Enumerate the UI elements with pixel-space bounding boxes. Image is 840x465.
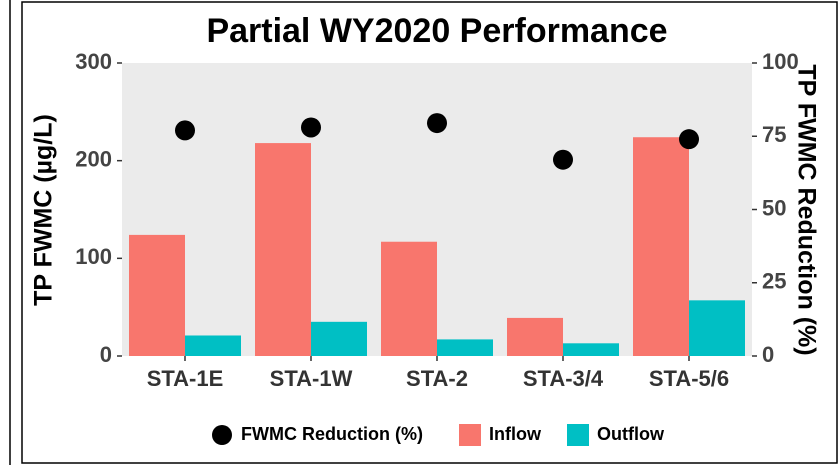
bar — [185, 335, 241, 356]
bar — [563, 343, 619, 356]
bar — [311, 321, 367, 356]
bar — [633, 137, 689, 356]
x-tick-label: STA-1E — [147, 366, 224, 391]
bar — [689, 300, 745, 356]
chart-title: Partial WY2020 Performance — [206, 12, 667, 50]
x-tick-label: STA-3/4 — [523, 366, 604, 391]
y-tick-label: 100 — [75, 244, 112, 269]
y-tick-label: 200 — [75, 146, 112, 171]
frame — [21, 1, 838, 464]
y-tick-label: 300 — [75, 49, 112, 74]
legend-label: Outflow — [597, 424, 665, 444]
legend-swatch — [567, 424, 589, 446]
y2-axis-label: TP FWMC Reduction (%) — [792, 64, 820, 355]
y2-tick-label: 100 — [762, 49, 799, 74]
y2-tick-label: 0 — [762, 342, 774, 367]
legend-label: Inflow — [489, 424, 542, 444]
y-axis-label: TP FWMC (µg/L) — [30, 114, 58, 306]
legend-marker — [212, 425, 232, 445]
point — [679, 129, 699, 150]
y2-tick-label: 50 — [762, 195, 786, 220]
legend-swatch — [459, 424, 481, 446]
legend-label: FWMC Reduction (%) — [241, 424, 423, 444]
x-tick-label: STA-1W — [270, 366, 353, 391]
point — [427, 113, 447, 134]
x-tick-label: STA-5/6 — [649, 366, 729, 391]
point — [301, 117, 321, 138]
bar — [255, 143, 311, 356]
bar — [129, 234, 185, 356]
y-tick-label: 0 — [100, 342, 112, 367]
y2-tick-label: 25 — [762, 269, 786, 294]
point — [553, 149, 573, 170]
bar — [437, 339, 493, 356]
x-tick-label: STA-2 — [406, 366, 468, 391]
bar — [381, 241, 437, 356]
point — [175, 120, 195, 141]
bar — [507, 317, 563, 356]
y2-tick-label: 75 — [762, 122, 786, 147]
